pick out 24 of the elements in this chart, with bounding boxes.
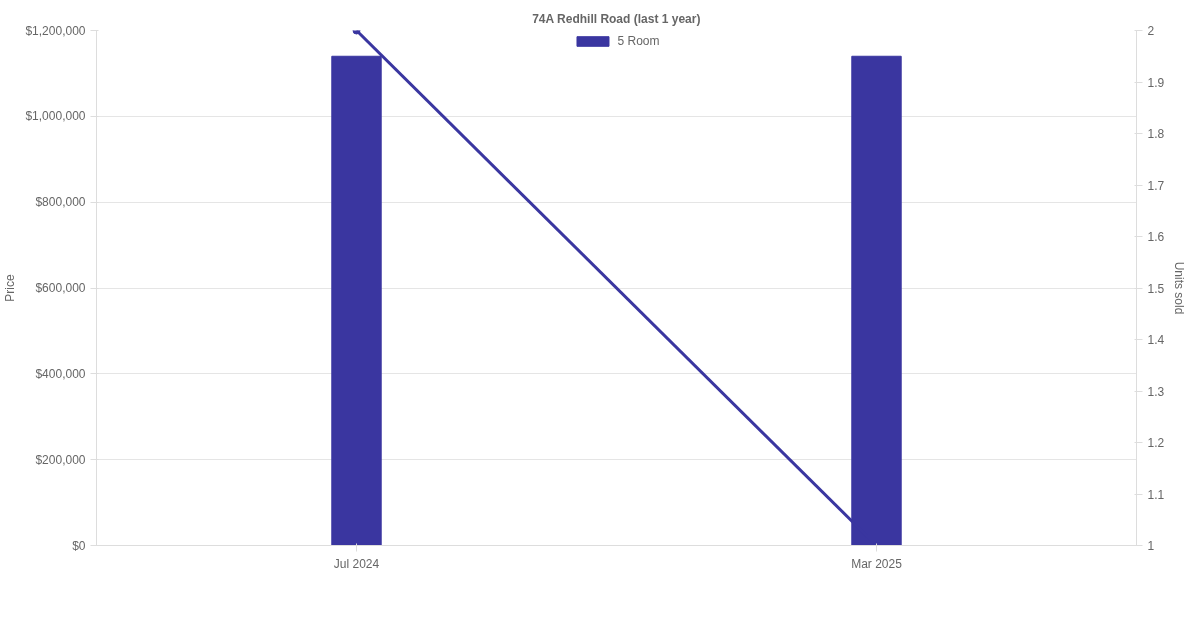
y-tick-label: $200,000 (35, 452, 86, 467)
y2-tick-label: 2 (1147, 24, 1155, 38)
y2-tick-label: 1.5 (1147, 281, 1165, 296)
y2-tick-label: 1.3 (1147, 384, 1165, 399)
y2-tick-label: 1 (1147, 539, 1155, 553)
y-tick-label: $400,000 (35, 366, 86, 381)
y2-tick-label: 1.2 (1147, 436, 1165, 450)
y2-tick-label: 1.8 (1147, 127, 1165, 141)
y2-tick-label: 1.9 (1147, 75, 1165, 90)
y-tick-label: $0 (72, 538, 86, 553)
x-tick-label: Mar 2025 (851, 556, 903, 571)
legend-label: 5 Room (617, 34, 660, 48)
y-tick-label: $1,000,000 (25, 109, 86, 124)
y-tick-label: $1,200,000 (25, 23, 86, 38)
x-tick-label: Jul 2024 (333, 556, 380, 571)
y2-tick-label: 1.4 (1147, 333, 1165, 347)
y2-axis-title: Units sold (1172, 261, 1187, 315)
y2-tick-label: 1.1 (1147, 487, 1165, 502)
y2-tick-label: 1.6 (1147, 230, 1165, 244)
y-tick-label: $800,000 (35, 195, 86, 210)
chart-title: 74A Redhill Road (last 1 year) (532, 11, 701, 26)
y-axis-title: Price (3, 274, 18, 302)
y2-tick-label: 1.7 (1147, 178, 1165, 193)
y-tick-label: $600,000 (35, 281, 86, 295)
